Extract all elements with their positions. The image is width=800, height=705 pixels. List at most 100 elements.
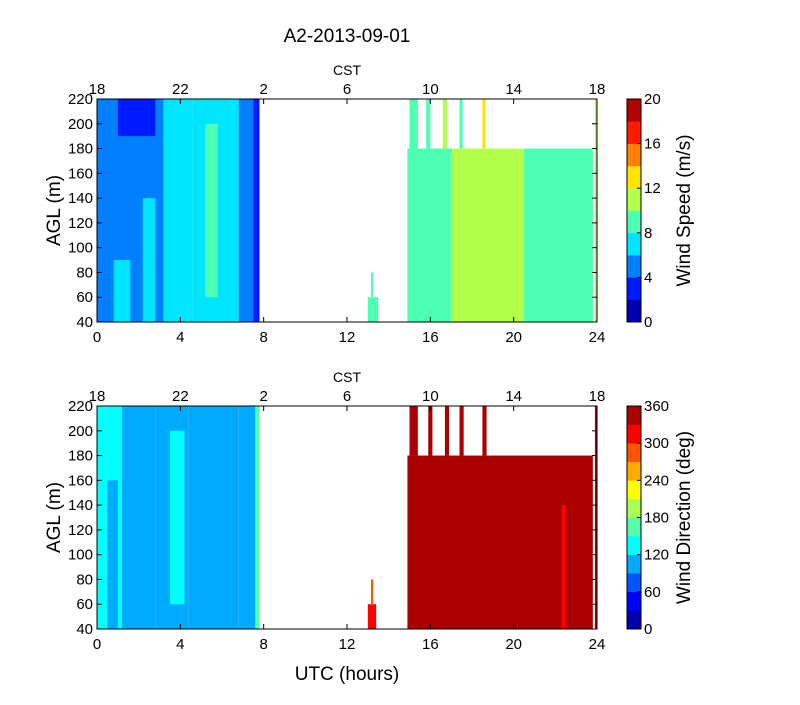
colorbar-wind-speed: 0 4 8 12 16 20 Wind Speed (m/s) (626, 91, 695, 331)
heatmap-cell (238, 406, 256, 629)
y-tick-label: 220 (68, 398, 93, 415)
colorbar-frame (626, 98, 642, 323)
colorbar-tick-label: 300 (644, 435, 669, 452)
colorbar-tick-label: 0 (644, 314, 652, 331)
colorbar-segment (627, 517, 641, 537)
colorbar-segment (627, 461, 641, 481)
y-tick-label: 220 (68, 91, 93, 108)
colorbar-segment (627, 232, 641, 256)
y-tick-label: 120 (68, 522, 93, 539)
colorbar-segment (627, 443, 641, 463)
cst-tick-label: 14 (505, 388, 522, 405)
x-tick-label: 16 (422, 636, 439, 653)
colorbar-tick-label: 240 (644, 472, 669, 489)
heatmap-cell (370, 272, 374, 298)
colorbar-tick-label: 20 (644, 91, 661, 108)
colorbar-tick-label: 60 (644, 584, 661, 601)
colorbar-segment (627, 424, 641, 444)
cst-tick-label: 18 (589, 388, 606, 405)
cst-axis-label: CST (333, 369, 361, 385)
cst-tick-label: 14 (505, 81, 522, 98)
colorbar-segment (627, 406, 641, 425)
x-tick-label: 24 (589, 636, 606, 653)
x-tick-label: 12 (339, 636, 356, 653)
y-tick-label: 40 (76, 314, 93, 331)
y-tick-label: 100 (68, 547, 93, 564)
heatmap-cell (524, 148, 593, 322)
cst-tick-label: 22 (172, 388, 189, 405)
colorbar-segment (627, 610, 641, 630)
panel-wind-speed: 01842282126161020142418CST40608010012014… (44, 62, 695, 346)
heatmap-cell (553, 480, 558, 629)
heatmap-cell (163, 99, 193, 322)
cst-tick-label: 10 (422, 388, 439, 405)
colorbar-segment (627, 143, 641, 167)
x-tick-label: 8 (259, 329, 267, 346)
cst-axis-label: CST (333, 62, 361, 78)
colorbar-segment (627, 554, 641, 574)
colorbar-label: Wind Speed (m/s) (674, 134, 695, 286)
colorbar-segment (627, 165, 641, 189)
colorbar-tick-label: 120 (644, 547, 669, 564)
y-axis-label: AGL (m) (44, 482, 65, 553)
y-tick-label: 100 (68, 240, 93, 257)
x-tick-label: 16 (422, 329, 439, 346)
y-tick-label: 80 (76, 264, 93, 281)
y-tick-label: 180 (68, 448, 93, 465)
heatmap-cell (117, 99, 156, 137)
colorbar-wind-direction: 0 60 120 180 240 300 360 Wind Direction (deg) (626, 398, 695, 638)
heatmap-cell (238, 99, 254, 322)
colorbar-segment (627, 299, 641, 323)
colorbar-segment (627, 498, 641, 518)
colorbar-segment (627, 573, 641, 593)
heatmap-cell (428, 406, 433, 456)
y-tick-label: 120 (68, 215, 93, 232)
heatmap-cell (442, 99, 447, 149)
heatmap-cell (142, 198, 156, 322)
y-tick-label: 200 (68, 116, 93, 133)
heatmap-cell (367, 604, 377, 629)
heatmap-cell (426, 99, 431, 149)
heatmap-cell (409, 406, 418, 456)
x-tick-label: 0 (93, 329, 101, 346)
colorbar-segment (627, 536, 641, 555)
heatmap-cell (107, 480, 118, 629)
colorbar-segment (627, 210, 641, 234)
heatmap-cell (482, 99, 486, 149)
colorbar-tick-label: 360 (644, 398, 669, 415)
colorbar-tick-label: 4 (644, 269, 652, 286)
heatmap-cell (409, 99, 418, 149)
y-tick-label: 160 (68, 472, 93, 489)
colorbar-tick-label: 12 (644, 180, 661, 197)
x-tick-label: 20 (505, 636, 522, 653)
colorbar-label: Wind Direction (deg) (674, 431, 695, 604)
colorbar-segment (627, 480, 641, 500)
heatmap-cell (113, 260, 131, 322)
x-tick-label: 4 (176, 329, 184, 346)
cst-tick-label: 10 (422, 81, 439, 98)
y-axis-label: AGL (m) (44, 175, 65, 246)
heatmap-cell (255, 406, 260, 629)
x-axis-label: UTC (hours) (295, 664, 400, 685)
colorbar-segment (627, 99, 641, 122)
cst-tick-label: 2 (259, 81, 267, 98)
y-tick-label: 180 (68, 141, 93, 158)
heatmap-cell (367, 297, 379, 322)
heatmap-cell (407, 148, 452, 322)
heatmap-cell (169, 430, 185, 605)
x-tick-label: 0 (93, 636, 101, 653)
colorbar-segment (627, 188, 641, 211)
x-tick-label: 24 (589, 329, 606, 346)
x-tick-label: 12 (339, 329, 356, 346)
heatmap-cell (594, 99, 597, 322)
heatmap-cell (370, 579, 374, 605)
y-tick-label: 160 (68, 165, 93, 182)
y-tick-label: 140 (68, 190, 93, 207)
heatmap-cell (444, 406, 450, 456)
cst-tick-label: 18 (589, 81, 606, 98)
heatmap-cell (188, 406, 239, 629)
heatmap-cell (451, 148, 525, 322)
figure-title: A2-2013-09-01 (284, 26, 411, 47)
